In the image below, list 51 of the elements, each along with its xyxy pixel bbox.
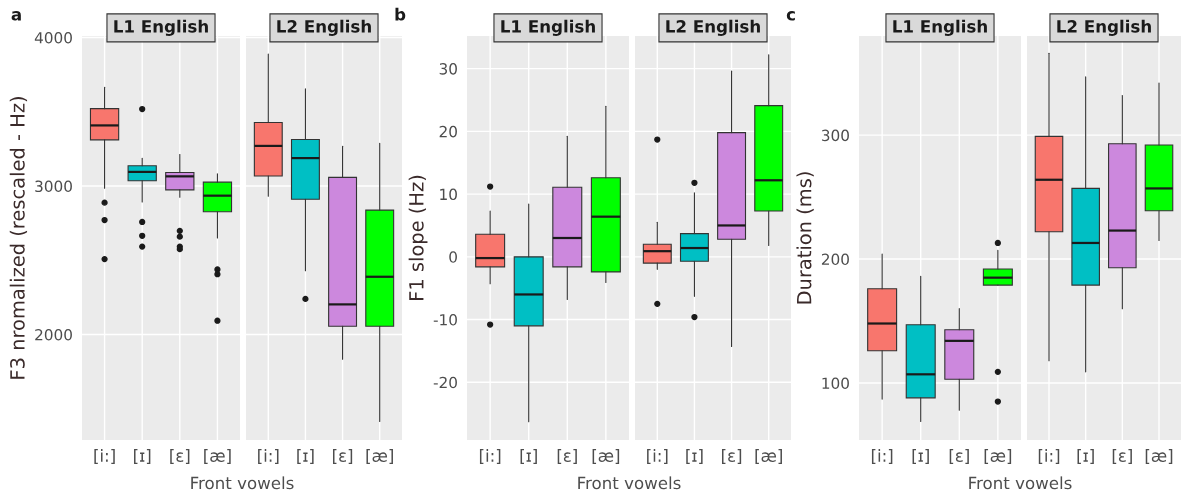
y-tick-label: 0 <box>449 251 457 263</box>
x-tick-label: [i:] <box>94 449 115 464</box>
y-tick-label: 20 <box>439 125 457 138</box>
x-tick-label: [ɛ] <box>557 449 577 464</box>
y-axis-title: F3 nromalized (rescaled - Hz) <box>9 97 28 379</box>
chart-title: L2 English <box>277 19 371 36</box>
x-tick-label: [ɪ] <box>1077 449 1094 464</box>
x-tick-label: [ɛ] <box>722 449 742 464</box>
y-tick-label: 100 <box>822 377 849 390</box>
x-tick-label: [æ] <box>366 449 393 464</box>
y-tick-label: -10 <box>433 314 457 326</box>
x-tick-label: [i:] <box>1038 449 1060 464</box>
x-tick-label: [ɪ] <box>912 449 929 464</box>
y-tick-label: -20 <box>433 376 457 389</box>
x-tick-label: [ɪ] <box>134 449 151 464</box>
x-tick-label: [ɛ] <box>333 449 353 464</box>
y-tick-label: 300 <box>821 129 849 142</box>
chart-title: L1 English <box>114 19 208 36</box>
chart-title: L2 English <box>1057 19 1151 36</box>
chart-title: L1 English <box>893 19 987 36</box>
x-tick-label: [ɛ] <box>1112 449 1132 464</box>
x-axis-title: Front vowels <box>191 476 294 490</box>
text: c <box>786 11 795 21</box>
y-axis-title: F1 slope (Hz) <box>408 175 428 300</box>
x-tick-label: [ɪ] <box>297 449 314 464</box>
x-tick-label: [æ] <box>984 449 1012 464</box>
x-tick-label: [i:] <box>258 449 279 464</box>
chart-title: L2 English <box>666 19 760 36</box>
x-tick-label: [i:] <box>871 449 893 464</box>
text: a <box>11 11 21 21</box>
y-tick-label: 200 <box>821 253 849 266</box>
chart-title: L1 English <box>501 19 595 36</box>
x-tick-label: [ɪ] <box>686 449 703 464</box>
y-tick-label: 10 <box>440 188 457 201</box>
x-axis-title: Front vowels <box>969 476 1072 490</box>
text: b <box>395 7 406 21</box>
x-tick-label: [æ] <box>204 449 231 464</box>
y-tick-label: 2000 <box>35 329 72 341</box>
x-tick-label: [i:] <box>479 449 501 464</box>
y-tick-label: 4000 <box>34 31 72 44</box>
y-axis-title: Duration (ms) <box>796 172 814 304</box>
x-tick-label: [ɛ] <box>170 449 190 464</box>
x-tick-label: [æ] <box>1145 449 1173 464</box>
x-tick-label: [æ] <box>592 449 620 464</box>
y-tick-label: 30 <box>439 63 457 75</box>
x-tick-label: [ɛ] <box>949 449 969 464</box>
x-tick-label: [æ] <box>755 449 782 464</box>
x-tick-label: [ɪ] <box>520 449 537 464</box>
x-axis-title: Front vowels <box>578 476 681 490</box>
y-tick-label: 3000 <box>35 180 72 193</box>
x-tick-label: [i:] <box>647 449 668 464</box>
